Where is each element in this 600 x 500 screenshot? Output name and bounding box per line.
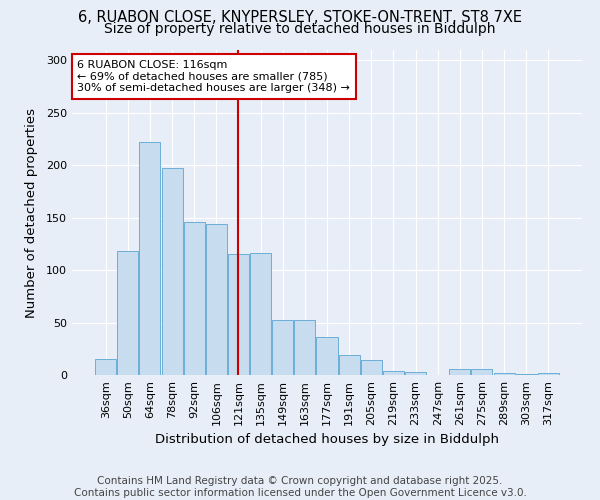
Bar [538, 373, 559, 375]
Bar [472, 368, 493, 375]
Bar [206, 224, 227, 375]
Bar [449, 368, 470, 375]
Bar [338, 355, 359, 375]
Bar [494, 373, 515, 375]
Text: 6 RUABON CLOSE: 116sqm
← 69% of detached houses are smaller (785)
30% of semi-de: 6 RUABON CLOSE: 116sqm ← 69% of detached… [77, 60, 350, 93]
Bar [361, 360, 382, 375]
X-axis label: Distribution of detached houses by size in Biddulph: Distribution of detached houses by size … [155, 434, 499, 446]
Bar [228, 254, 249, 375]
Bar [272, 320, 293, 375]
Text: Contains HM Land Registry data © Crown copyright and database right 2025.
Contai: Contains HM Land Registry data © Crown c… [74, 476, 526, 498]
Text: Size of property relative to detached houses in Biddulph: Size of property relative to detached ho… [104, 22, 496, 36]
Bar [316, 338, 338, 375]
Bar [139, 142, 160, 375]
Bar [184, 222, 205, 375]
Bar [161, 168, 182, 375]
Bar [250, 254, 271, 375]
Bar [118, 252, 139, 375]
Bar [515, 374, 536, 375]
Text: 6, RUABON CLOSE, KNYPERSLEY, STOKE-ON-TRENT, ST8 7XE: 6, RUABON CLOSE, KNYPERSLEY, STOKE-ON-TR… [78, 10, 522, 25]
Bar [383, 371, 404, 375]
Bar [405, 372, 426, 375]
Bar [95, 360, 116, 375]
Y-axis label: Number of detached properties: Number of detached properties [25, 108, 38, 318]
Bar [295, 320, 316, 375]
